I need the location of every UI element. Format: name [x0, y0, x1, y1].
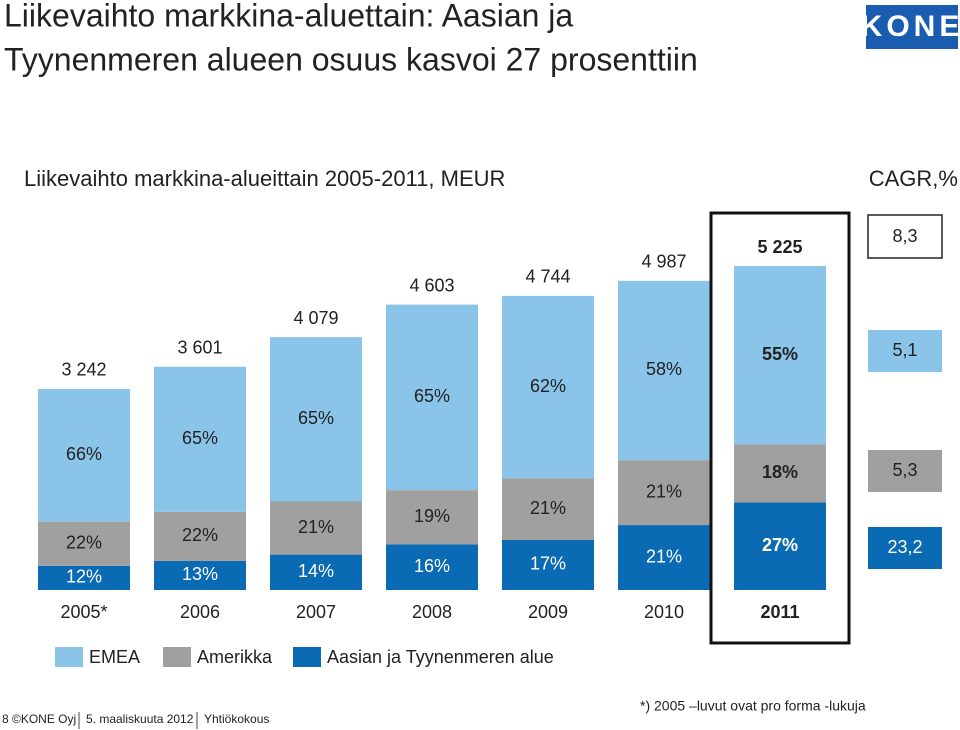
- footnote: *) 2005 –luvut ovat pro forma -lukuja: [640, 698, 866, 714]
- segment-label: 21%: [646, 481, 682, 501]
- bar-segment: [618, 525, 710, 590]
- total-label: 3 242: [61, 360, 106, 380]
- segment-label: 58%: [646, 359, 682, 379]
- bar-segment: [270, 337, 362, 502]
- legend-label: EMEA: [89, 647, 140, 667]
- bar-segment: [386, 544, 478, 590]
- footer-date: 5. maaliskuuta 2012: [86, 712, 194, 726]
- segment-label: 16%: [414, 556, 450, 576]
- total-label: 4 987: [641, 252, 686, 272]
- segment-label: 21%: [298, 517, 334, 537]
- segment-label: 62%: [530, 376, 566, 396]
- legend-label: Amerikka: [197, 647, 273, 667]
- bar-segment: [154, 511, 246, 561]
- bar-segment: [618, 280, 710, 461]
- footer-event: Yhtiökokous: [204, 712, 269, 726]
- legend-swatch: [55, 647, 83, 667]
- segment-label: 22%: [66, 533, 102, 553]
- bar-segment: [502, 478, 594, 540]
- segment-label: 65%: [182, 428, 218, 448]
- legend-swatch: [163, 647, 191, 667]
- logo-box: [866, 5, 958, 49]
- x-tick-label: 2008: [412, 602, 452, 622]
- bar-segment: [154, 560, 246, 590]
- cagr-box: [868, 450, 942, 492]
- segment-label: 14%: [298, 561, 334, 581]
- bar-segment: [386, 304, 478, 491]
- x-tick-label: 2011: [760, 602, 799, 622]
- cagr-box: [868, 527, 942, 569]
- bar-segment: [618, 460, 710, 526]
- segment-label: 21%: [646, 546, 682, 566]
- logo: KONE: [861, 10, 960, 43]
- cagr-box: [867, 214, 943, 259]
- bar-segment: [734, 502, 826, 590]
- total-label: 3 601: [177, 337, 222, 357]
- x-tick-label: 2005*: [60, 602, 107, 622]
- segment-label: 65%: [298, 408, 334, 428]
- bar-segment: [734, 444, 826, 503]
- total-label: 5 225: [757, 237, 802, 257]
- bar-segment: [502, 539, 594, 590]
- segment-label: 22%: [182, 525, 218, 545]
- subtitle: Liikevaihto markkina-alueittain 2005-201…: [24, 166, 505, 191]
- bar-segment: [270, 501, 362, 555]
- cagr-value: 5,1: [892, 340, 917, 360]
- cagr-value: 23,2: [887, 537, 922, 557]
- title-line: Tyynenmeren alueen osuus kasvoi 27 prose…: [4, 41, 698, 77]
- total-label: 4 079: [293, 308, 338, 328]
- bar-segment: [38, 565, 130, 590]
- total-label: 4 603: [409, 275, 454, 295]
- legend-label: Aasian ja Tyynenmeren alue: [327, 647, 554, 667]
- segment-label: 27%: [762, 535, 798, 555]
- bar-segment: [734, 266, 826, 445]
- cagr-value: 8,3: [892, 226, 917, 246]
- segment-label: 12%: [66, 567, 102, 587]
- segment-label: 55%: [762, 344, 798, 364]
- footer-page: 8: [2, 712, 9, 726]
- bar-segment: [386, 490, 478, 545]
- bar-segment: [270, 554, 362, 590]
- cagr-title: CAGR,%: [869, 166, 958, 191]
- cagr-box: [868, 330, 942, 372]
- segment-label: 18%: [762, 462, 798, 482]
- segment-label: 21%: [530, 498, 566, 518]
- segment-label: 66%: [66, 444, 102, 464]
- segment-label: 19%: [414, 506, 450, 526]
- highlight-box: [709, 211, 851, 645]
- segment-label: 65%: [414, 386, 450, 406]
- bar-segment: [154, 366, 246, 512]
- cagr-value: 5,3: [892, 460, 917, 480]
- legend-swatch: [293, 647, 321, 667]
- bar-segment: [38, 388, 130, 522]
- footer-company: ©KONE Oyj: [12, 712, 76, 726]
- x-tick-label: 2009: [528, 602, 568, 622]
- segment-label: 13%: [182, 564, 218, 584]
- segment-label: 17%: [530, 554, 566, 574]
- x-tick-label: 2006: [180, 602, 220, 622]
- x-tick-label: 2007: [296, 602, 336, 622]
- x-tick-label: 2010: [644, 602, 684, 622]
- title-line: Liikevaihto markkina-aluettain: Aasian j…: [4, 0, 573, 33]
- bar-segment: [38, 521, 130, 566]
- bar-segment: [502, 295, 594, 479]
- total-label: 4 744: [525, 267, 570, 287]
